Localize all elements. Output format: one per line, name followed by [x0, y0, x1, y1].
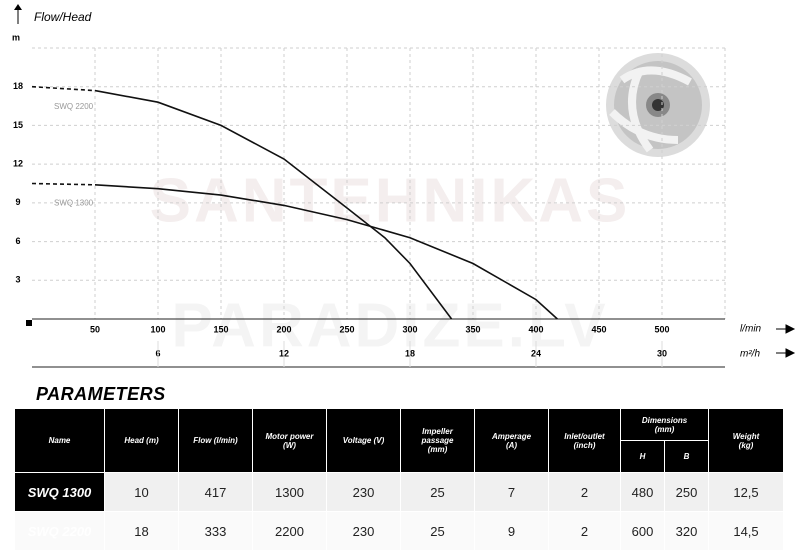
chart-title: Flow/Head [34, 10, 92, 24]
cell: 2200 [252, 511, 327, 551]
row-name: SWQ 1300 [14, 472, 105, 512]
column-header: Voltage (V) [326, 408, 401, 473]
column-header: Weight (kg) [708, 408, 784, 473]
cell: 1300 [252, 472, 327, 512]
watermark: PARADIZE.LV [171, 291, 608, 360]
x-tick-label: 200 [276, 324, 291, 334]
y-arrow-head [14, 4, 22, 10]
cell: 320 [664, 511, 709, 551]
cell: 14,5 [708, 511, 784, 551]
cell: 417 [178, 472, 253, 512]
cell: 600 [620, 511, 665, 551]
column-header: Motor power (W) [252, 408, 327, 473]
x2-arrow [776, 348, 796, 358]
cell: 250 [664, 472, 709, 512]
column-header: Flow (l/min) [178, 408, 253, 473]
curve-label: SWQ 2200 [54, 102, 94, 111]
y-tick-label: 15 [13, 120, 23, 130]
cell: 12,5 [708, 472, 784, 512]
cell: 25 [400, 511, 475, 551]
cell: 480 [620, 472, 665, 512]
cell: 230 [326, 472, 401, 512]
column-header: Dimensions (mm) [620, 408, 709, 441]
x-tick-label: 150 [213, 324, 228, 334]
x-tick-label: 400 [528, 324, 543, 334]
curve [31, 182, 558, 320]
x-tick-label: 100 [150, 324, 165, 334]
cell: 333 [178, 511, 253, 551]
y-unit: m [12, 32, 20, 42]
impeller [606, 53, 710, 157]
column-header: Inlet/outlet (inch) [548, 408, 621, 473]
cell: 25 [400, 472, 475, 512]
cell: 9 [474, 511, 549, 551]
cell: 2 [548, 511, 621, 551]
y-tick-label: 9 [15, 197, 20, 207]
row-name: SWQ 2200 [14, 511, 105, 551]
origin-marker [26, 320, 32, 326]
y-tick-label: 6 [15, 236, 20, 246]
x-arrow [776, 324, 796, 334]
table-row: SWQ 2200 18 333 2200 230 25 9 2 600 320 14,5 [14, 511, 784, 551]
header-row: Name Head (m) Flow (l/min) Motor power (W) V… [14, 408, 784, 473]
watermark: SANTEHNIKAS [150, 166, 631, 235]
y-tick-label: 3 [15, 275, 20, 285]
curve [31, 85, 453, 320]
sub-header: H [620, 440, 665, 473]
x2-unit: m²/h [740, 349, 760, 360]
column-header: Impeller passage (mm) [400, 408, 475, 473]
y-tick-label: 18 [13, 81, 23, 91]
chart: SANTEHNIKAS PARADIZE.LV Flow/Head m l/mi… [12, 4, 796, 368]
y-tick-label: 12 [13, 159, 23, 169]
column-header: Head (m) [104, 408, 179, 473]
x-tick-label: 350 [465, 324, 480, 334]
cell: 230 [326, 511, 401, 551]
parameters-table: Name Head (m) Flow (l/min) Motor power (W) V… [14, 408, 784, 551]
curve-label: SWQ 1300 [54, 199, 94, 208]
x-tick-label: 250 [339, 324, 354, 334]
section-title: PARAMETERS [36, 384, 166, 404]
cell: 7 [474, 472, 549, 512]
sub-header: B [664, 440, 709, 473]
cell: 10 [104, 472, 179, 512]
x-tick-label: 50 [90, 324, 100, 334]
x-tick-label: 450 [591, 324, 606, 334]
cell: 18 [104, 511, 179, 551]
x-tick-label: 300 [402, 324, 417, 334]
x-tick-label: 500 [654, 324, 669, 334]
cell: 2 [548, 472, 621, 512]
column-header: Name [14, 408, 105, 473]
x-unit: l/min [740, 324, 762, 335]
table-row: SWQ 1300 10 417 1300 230 25 7 2 480 250 12,5 [14, 472, 784, 512]
column-header: Amperage (A) [474, 408, 549, 473]
